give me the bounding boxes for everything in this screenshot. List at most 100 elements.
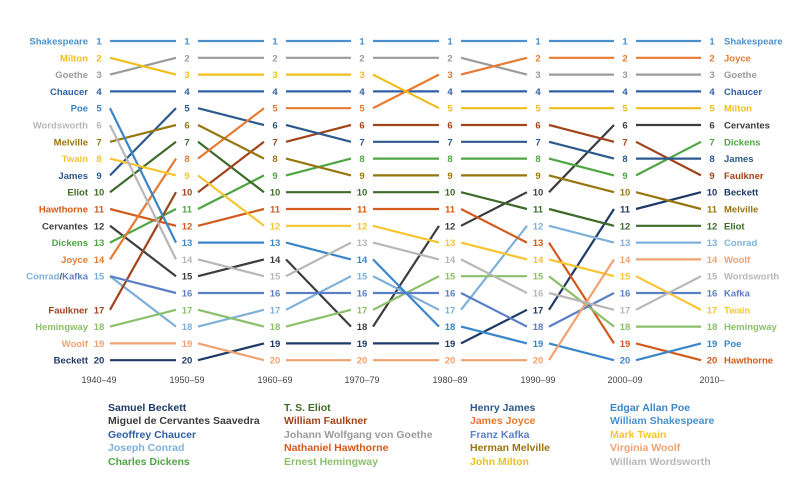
rank-number: 15 — [533, 272, 544, 283]
rank-number: 10 — [707, 188, 718, 199]
legend: Samuel Beckett Miguel de Cervantes Saaved… — [0, 402, 804, 482]
rank-number: 16 — [357, 289, 368, 300]
series-segment — [109, 157, 177, 177]
rank-number: 15 — [707, 272, 718, 283]
series-segment — [285, 241, 352, 261]
rank-number: 19 — [533, 339, 544, 350]
series-segment — [372, 73, 440, 110]
rank-number: 13 — [445, 238, 456, 249]
series-segment — [285, 241, 352, 278]
rank-number: 16 — [182, 289, 193, 300]
left-label: Milton — [60, 53, 88, 64]
series-segment — [548, 258, 615, 278]
rank-number: 12 — [94, 221, 105, 232]
right-label: Milton — [724, 104, 752, 115]
rank-number: 8 — [447, 154, 452, 165]
rank-number: 12 — [707, 221, 718, 232]
rank-number: 10 — [620, 188, 631, 199]
rank-number: 14 — [620, 255, 631, 266]
rank-number: 20 — [357, 356, 368, 367]
rank-number: 11 — [533, 205, 544, 216]
legend-item: Miguel de Cervantes Saavedra — [108, 415, 260, 428]
rank-column: 19 18 4 15 8 10 6 2 11 17 7 5 16 9 3 14 1 12 20 13 — [357, 37, 368, 367]
rank-number: 4 — [709, 87, 715, 98]
left-label-conrad-kafka: Conrad/Kafka — [26, 272, 88, 283]
rank-number: 6 — [622, 121, 627, 132]
rank-number: 6 — [359, 121, 364, 132]
rank-column: 11 6 4 13 9 12 7 3 19 18 8 2 16 10 5 20 1 15 14 17 — [620, 37, 631, 367]
period-label: 1950–59 — [169, 375, 204, 385]
legend-item: Samuel Beckett — [108, 402, 187, 414]
rank-number: 11 — [707, 205, 718, 216]
left-label: Hawthorne — [39, 205, 88, 216]
rank-chart: 2012415131017311189147251819620154181171… — [26, 37, 782, 386]
series-segment — [460, 292, 528, 328]
left-label: Poe — [71, 104, 88, 115]
rank-number: 16 — [445, 289, 456, 300]
series-james — [109, 107, 701, 177]
rank-number: 6 — [272, 121, 277, 132]
series-segment — [548, 124, 615, 193]
rank-number: 1 — [359, 37, 365, 48]
legend-item: Mark Twain — [610, 428, 667, 441]
series-segment — [548, 207, 615, 227]
rank-number: 15 — [182, 272, 193, 283]
right-label: Joyce — [724, 53, 751, 64]
rank-number: 7 — [709, 137, 714, 148]
rank-number: 20 — [620, 356, 631, 367]
series-hawthorne — [109, 207, 702, 362]
rank-number: 14 — [270, 255, 281, 266]
rank-number: 14 — [182, 255, 193, 266]
legend-column: T. S. Eliot William Faulkner Johann Wolfga… — [284, 402, 433, 469]
rank-number: 19 — [94, 339, 105, 350]
left-label: Shakespeare — [29, 37, 88, 48]
rank-number: 3 — [622, 70, 627, 81]
rank-number: 1 — [96, 37, 102, 48]
rank-number: 20 — [182, 356, 193, 367]
rank-number: 7 — [359, 137, 364, 148]
rank-number: 7 — [535, 137, 540, 148]
rank-number: 7 — [184, 137, 189, 148]
rank-number: 17 — [620, 305, 631, 316]
right-label: Goethe — [724, 70, 757, 81]
rank-number: 4 — [535, 87, 541, 98]
series-segment — [460, 325, 528, 345]
legend-item: Henry James — [470, 402, 536, 414]
legend-item: Herman Melville — [470, 442, 550, 455]
series-segment — [109, 308, 177, 328]
rank-number: 5 — [447, 104, 453, 115]
legend-item: T. S. Eliot — [284, 402, 331, 414]
rank-number: 12 — [270, 221, 281, 232]
right-label: Dickens — [724, 137, 760, 148]
right-label: Twain — [724, 305, 750, 316]
rank-number: 12 — [445, 221, 456, 232]
series-segment — [197, 124, 265, 160]
rank-number: 8 — [359, 154, 364, 165]
left-label: Eliot — [67, 188, 88, 199]
rank-number: 3 — [96, 70, 101, 81]
period-axis: 1940–49 1950–59 1960–69 1970–79 1980–89 1990–… — [81, 375, 724, 385]
rank-number: 15 — [270, 272, 281, 283]
series-segment — [197, 258, 265, 278]
rank-number: 2 — [96, 53, 101, 64]
rank-number: 12 — [620, 221, 631, 232]
rank-number: 5 — [709, 104, 715, 115]
series-segment — [197, 342, 265, 362]
series-segment — [460, 56, 528, 76]
rank-number: 6 — [96, 121, 101, 132]
right-label: James — [724, 154, 754, 165]
rank-number: 19 — [357, 339, 368, 350]
rank-number: 14 — [707, 255, 718, 266]
legend-item: Edgar Allan Poe — [610, 402, 691, 414]
legend-item: William Shakespeare — [610, 415, 715, 428]
rank-number: 11 — [445, 205, 456, 216]
rank-number: 11 — [620, 205, 631, 216]
rank-number: 7 — [96, 137, 101, 148]
rank-number: 13 — [620, 238, 631, 249]
rank-number: 10 — [445, 188, 456, 199]
rank-number: 11 — [357, 205, 368, 216]
legend-item: William Wordsworth — [610, 455, 711, 468]
series-segment — [109, 275, 177, 295]
series-melville — [109, 123, 702, 211]
series-segment — [197, 107, 265, 160]
